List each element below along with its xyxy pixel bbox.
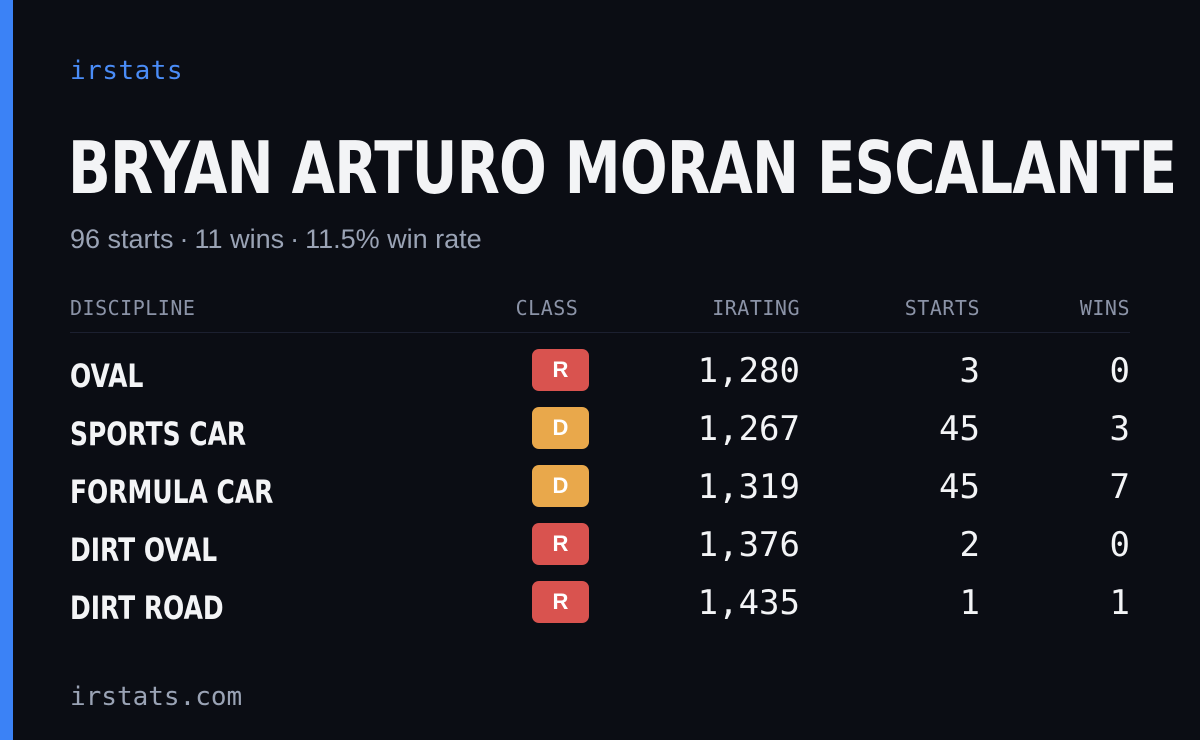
class-badge: D bbox=[532, 407, 589, 449]
table-row: DIRT ROAD R 1,435 1 1 bbox=[70, 581, 1130, 639]
starts-value: 1 bbox=[959, 583, 980, 623]
header-class: CLASS bbox=[515, 296, 579, 320]
class-badge: R bbox=[532, 581, 589, 623]
wins-summary: 11 wins bbox=[194, 224, 285, 254]
discipline-name: OVAL bbox=[70, 357, 144, 395]
brand-logo: irstats bbox=[70, 56, 184, 86]
starts-value: 2 bbox=[959, 525, 980, 565]
footer-url: irstats.com bbox=[70, 682, 243, 712]
irating-value: 1,267 bbox=[697, 409, 800, 449]
header-wins: WINS bbox=[1079, 296, 1130, 320]
discipline-name: DIRT ROAD bbox=[70, 589, 224, 627]
wins-value: 7 bbox=[1109, 467, 1130, 507]
wins-value: 0 bbox=[1109, 525, 1130, 565]
separator: · bbox=[179, 224, 189, 254]
table-row: DIRT OVAL R 1,376 2 0 bbox=[70, 523, 1130, 581]
table-row: FORMULA CAR D 1,319 45 7 bbox=[70, 465, 1130, 523]
irating-value: 1,376 bbox=[697, 525, 800, 565]
separator: · bbox=[290, 224, 300, 254]
player-name: BRYAN ARTURO MORAN ESCALANTE bbox=[68, 126, 1177, 210]
accent-bar bbox=[0, 0, 13, 740]
discipline-name: SPORTS CAR bbox=[70, 415, 247, 453]
irating-value: 1,280 bbox=[697, 351, 800, 391]
class-badge: R bbox=[532, 523, 589, 565]
player-summary: 96 starts · 11 wins · 11.5% win rate bbox=[70, 224, 482, 255]
table-row: SPORTS CAR D 1,267 45 3 bbox=[70, 407, 1130, 465]
class-badge: D bbox=[532, 465, 589, 507]
starts-value: 3 bbox=[959, 351, 980, 391]
irating-value: 1,319 bbox=[697, 467, 800, 507]
starts-summary: 96 starts bbox=[70, 224, 174, 254]
win-rate-summary: 11.5% win rate bbox=[305, 224, 482, 254]
header-starts: STARTS bbox=[904, 296, 980, 320]
wins-value: 0 bbox=[1109, 351, 1130, 391]
discipline-name: FORMULA CAR bbox=[70, 473, 274, 511]
starts-value: 45 bbox=[939, 409, 980, 449]
discipline-name: DIRT OVAL bbox=[70, 531, 218, 569]
header-irating: IRATING bbox=[712, 296, 800, 320]
irating-value: 1,435 bbox=[697, 583, 800, 623]
table-header: DISCIPLINE CLASS IRATING STARTS WINS bbox=[70, 293, 1130, 333]
header-discipline: DISCIPLINE bbox=[70, 296, 196, 320]
wins-value: 3 bbox=[1109, 409, 1130, 449]
stats-table: DISCIPLINE CLASS IRATING STARTS WINS OVA… bbox=[70, 293, 1130, 639]
table-row: OVAL R 1,280 3 0 bbox=[70, 349, 1130, 407]
class-badge: R bbox=[532, 349, 589, 391]
table-body: OVAL R 1,280 3 0 SPORTS CAR D 1,267 45 3… bbox=[70, 349, 1130, 639]
starts-value: 45 bbox=[939, 467, 980, 507]
wins-value: 1 bbox=[1109, 583, 1130, 623]
